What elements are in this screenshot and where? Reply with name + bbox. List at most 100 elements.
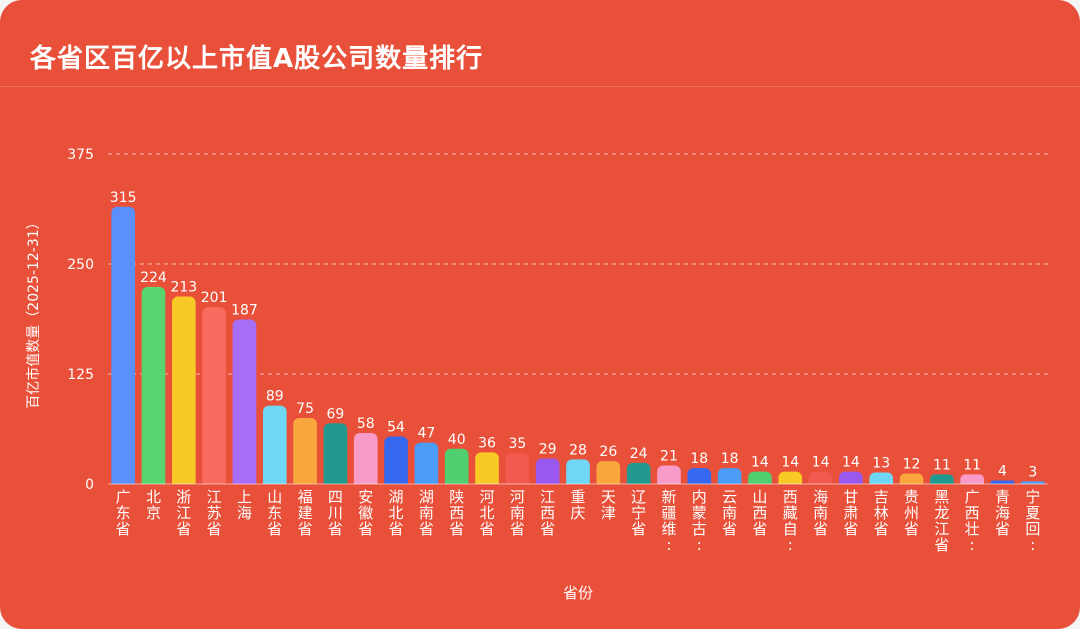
bar-value-label: 18 bbox=[690, 451, 708, 467]
bar bbox=[293, 418, 317, 484]
bar-value-label: 14 bbox=[812, 455, 830, 471]
bar-value-label: 54 bbox=[387, 419, 405, 435]
bar bbox=[657, 465, 681, 484]
x-tick-label: 宁夏回: bbox=[1025, 488, 1040, 554]
bar bbox=[930, 474, 954, 484]
bar-value-label: 26 bbox=[599, 444, 617, 460]
bar-value-label: 3 bbox=[1028, 464, 1037, 480]
bar bbox=[960, 474, 985, 484]
x-tick-label: 云南省 bbox=[722, 488, 737, 538]
bar-value-label: 14 bbox=[751, 455, 769, 471]
bar-value-label: 18 bbox=[721, 451, 739, 467]
x-tick-label: 青海省 bbox=[995, 488, 1010, 538]
bar bbox=[232, 319, 257, 484]
bar bbox=[323, 423, 348, 484]
x-axis-label: 省份 bbox=[563, 584, 593, 602]
title-divider bbox=[0, 86, 1080, 87]
x-tick-label: 四川省 bbox=[328, 488, 343, 538]
x-tick-label: 内蒙古: bbox=[692, 488, 707, 554]
bar bbox=[687, 468, 712, 484]
bar bbox=[384, 436, 408, 484]
x-tick-label: 湖南省 bbox=[419, 488, 434, 538]
bar bbox=[839, 471, 863, 484]
bar bbox=[626, 462, 651, 484]
bar-value-label: 14 bbox=[842, 455, 860, 471]
bar-value-label: 47 bbox=[417, 426, 435, 442]
bar bbox=[262, 405, 287, 484]
x-tick-label: 山东省 bbox=[267, 488, 282, 538]
bar bbox=[475, 452, 499, 484]
x-tick-label: 江西省 bbox=[540, 488, 555, 538]
bar bbox=[414, 442, 439, 484]
bar-value-label: 187 bbox=[231, 302, 258, 318]
y-tick-label: 375 bbox=[67, 147, 94, 163]
bar-value-label: 40 bbox=[448, 432, 466, 448]
bar-value-label: 11 bbox=[963, 457, 981, 473]
bar-value-label: 14 bbox=[781, 455, 799, 471]
x-tick-label: 天津 bbox=[601, 488, 616, 522]
bar-value-label: 224 bbox=[140, 270, 167, 286]
y-tick-label: 250 bbox=[67, 257, 94, 273]
bar bbox=[899, 473, 924, 484]
x-tick-label: 北京 bbox=[146, 488, 161, 522]
x-tick-label: 河北省 bbox=[480, 488, 495, 538]
bar bbox=[444, 448, 469, 484]
bar-value-label: 89 bbox=[266, 389, 284, 405]
bar-value-label: 35 bbox=[508, 436, 526, 452]
bar-value-label: 4 bbox=[998, 463, 1007, 479]
x-tick-label: 河南省 bbox=[510, 488, 525, 538]
bar bbox=[717, 468, 742, 484]
bar bbox=[596, 461, 621, 484]
x-tick-label: 山西省 bbox=[752, 488, 767, 538]
x-tick-label: 重庆 bbox=[570, 488, 585, 522]
bar-value-label: 213 bbox=[170, 280, 197, 296]
bar bbox=[990, 480, 1015, 484]
bar bbox=[141, 286, 166, 484]
bar-value-label: 69 bbox=[327, 406, 345, 422]
x-tick-label: 广西壮: bbox=[965, 488, 980, 554]
x-tick-label: 湖北省 bbox=[389, 488, 404, 538]
bar bbox=[505, 453, 530, 484]
x-tick-label: 安徽省 bbox=[358, 488, 373, 538]
x-tick-label: 陕西省 bbox=[449, 488, 464, 538]
x-tick-label: 上海 bbox=[237, 488, 252, 522]
x-tick-label: 浙江省 bbox=[176, 488, 191, 538]
bar-value-label: 58 bbox=[357, 416, 375, 432]
x-tick-label: 甘肃省 bbox=[843, 488, 858, 538]
bar-value-label: 36 bbox=[478, 435, 496, 451]
bar-value-label: 29 bbox=[539, 441, 557, 457]
bar bbox=[171, 296, 196, 484]
bar-value-label: 24 bbox=[630, 446, 648, 462]
bar bbox=[535, 458, 560, 484]
bar bbox=[202, 307, 226, 484]
bar-value-label: 28 bbox=[569, 442, 587, 458]
x-tick-label: 海南省 bbox=[813, 488, 828, 538]
bars bbox=[111, 206, 1045, 484]
bar bbox=[566, 459, 590, 484]
x-tick-label: 福建省 bbox=[298, 488, 313, 538]
x-tick-label: 西藏自: bbox=[783, 488, 798, 554]
bar-value-label: 11 bbox=[933, 457, 951, 473]
y-tick-label: 0 bbox=[85, 477, 94, 493]
chart-title: 各省区百亿以上市值A股公司数量排行 bbox=[30, 44, 484, 74]
bar-value-label: 75 bbox=[296, 401, 314, 417]
bar-value-label: 21 bbox=[660, 449, 678, 465]
y-tick-labels: 0 125 250 375 bbox=[67, 147, 94, 493]
bar bbox=[1021, 481, 1045, 484]
bar bbox=[778, 471, 803, 484]
y-tick-label: 125 bbox=[67, 367, 94, 383]
bar bbox=[111, 206, 135, 484]
bar-value-label: 315 bbox=[110, 190, 137, 206]
bar bbox=[808, 471, 833, 484]
x-tick-label: 贵州省 bbox=[904, 488, 919, 538]
x-tick-label: 黑龙江省 bbox=[934, 488, 949, 554]
x-tick-label: 新疆维: bbox=[661, 488, 676, 554]
bar-value-label: 201 bbox=[201, 290, 228, 306]
x-tick-label: 广东省 bbox=[116, 488, 131, 538]
bar bbox=[748, 471, 772, 484]
gridlines bbox=[108, 153, 1052, 375]
